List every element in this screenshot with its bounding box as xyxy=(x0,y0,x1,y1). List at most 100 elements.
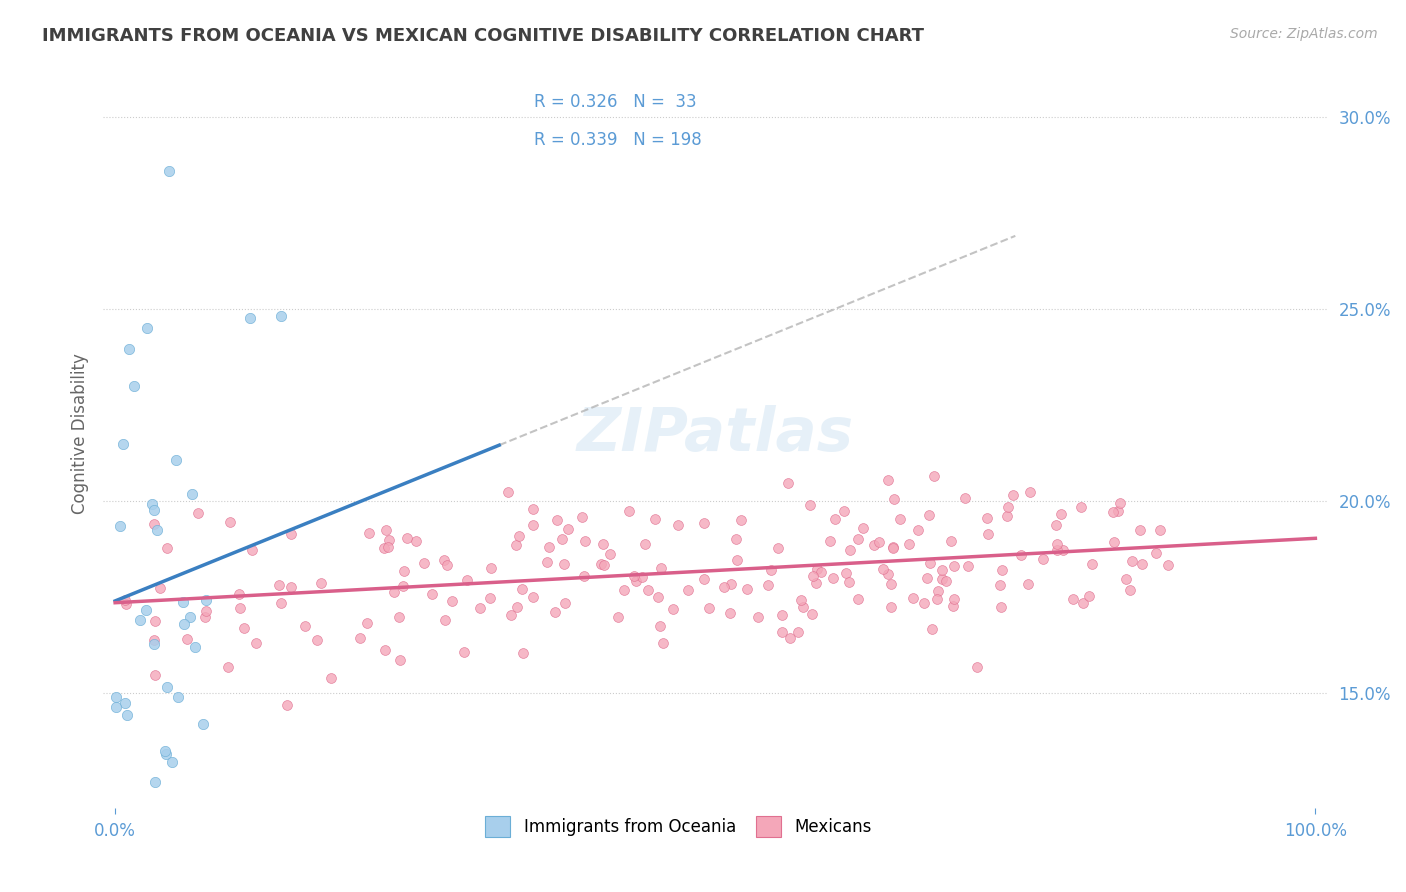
Point xyxy=(388,653,411,667)
Point xyxy=(187,506,209,520)
Point xyxy=(720,577,742,591)
Point xyxy=(1115,572,1137,586)
Point xyxy=(942,599,965,613)
Point xyxy=(779,632,801,646)
Point xyxy=(1045,537,1067,551)
Point xyxy=(976,510,998,524)
Point xyxy=(661,601,683,615)
Point xyxy=(942,559,965,574)
Point xyxy=(453,645,475,659)
Point xyxy=(145,668,167,682)
Point xyxy=(889,512,911,526)
Point xyxy=(374,643,396,657)
Point xyxy=(349,631,371,645)
Point xyxy=(166,690,188,704)
Point xyxy=(1019,485,1042,500)
Point xyxy=(229,600,252,615)
Point xyxy=(396,531,419,545)
Point xyxy=(143,516,166,531)
Point xyxy=(976,527,998,541)
Point xyxy=(557,523,579,537)
Point xyxy=(510,582,533,596)
Point xyxy=(1032,551,1054,566)
Point xyxy=(184,640,207,654)
Point xyxy=(903,591,925,606)
Point xyxy=(915,571,938,585)
Point xyxy=(1119,582,1142,597)
Point xyxy=(392,579,415,593)
Point xyxy=(319,672,342,686)
Point xyxy=(759,563,782,577)
Point xyxy=(1010,548,1032,562)
Point xyxy=(373,541,395,555)
Point xyxy=(852,521,875,535)
Point xyxy=(630,570,652,584)
Point xyxy=(1102,505,1125,519)
Point xyxy=(276,698,298,713)
Point xyxy=(935,574,957,589)
Point xyxy=(574,533,596,548)
Point xyxy=(105,700,128,714)
Point xyxy=(156,541,179,555)
Point xyxy=(907,523,929,537)
Point xyxy=(790,593,813,607)
Point xyxy=(1109,496,1132,510)
Point xyxy=(375,523,398,537)
Point xyxy=(1130,557,1153,571)
Point xyxy=(245,636,267,650)
Point xyxy=(1149,523,1171,537)
Point xyxy=(589,557,612,571)
Point xyxy=(142,503,165,517)
Point xyxy=(553,557,575,571)
Point xyxy=(194,604,217,618)
Point xyxy=(1157,558,1180,572)
Point xyxy=(770,608,793,623)
Point xyxy=(990,577,1012,591)
Point xyxy=(155,747,177,761)
Point xyxy=(294,619,316,633)
Point xyxy=(108,519,131,533)
Point xyxy=(912,596,935,610)
Point xyxy=(648,618,671,632)
Point xyxy=(810,565,832,579)
Point xyxy=(872,562,894,576)
Point xyxy=(506,600,529,615)
Point xyxy=(801,569,824,583)
Point xyxy=(157,164,180,178)
Point xyxy=(194,592,217,607)
Point xyxy=(112,436,135,450)
Point xyxy=(823,571,845,585)
Point xyxy=(173,617,195,632)
Point xyxy=(863,538,886,552)
Point xyxy=(357,525,380,540)
Point xyxy=(925,592,948,607)
Point xyxy=(804,576,827,591)
Point xyxy=(413,556,436,570)
Point xyxy=(388,610,411,624)
Point xyxy=(882,540,904,554)
Point xyxy=(897,537,920,551)
Point xyxy=(122,379,145,393)
Point xyxy=(880,600,903,615)
Point xyxy=(634,537,657,551)
Point xyxy=(921,622,943,636)
Point xyxy=(193,717,215,731)
Point xyxy=(953,491,976,505)
Point xyxy=(441,593,464,607)
Point xyxy=(546,513,568,527)
Point xyxy=(1052,543,1074,558)
Point xyxy=(880,576,903,591)
Point xyxy=(270,596,292,610)
Point xyxy=(824,512,846,526)
Point xyxy=(512,646,534,660)
Point xyxy=(931,572,953,586)
Text: IMMIGRANTS FROM OCEANIA VS MEXICAN COGNITIVE DISABILITY CORRELATION CHART: IMMIGRANTS FROM OCEANIA VS MEXICAN COGNI… xyxy=(42,27,924,45)
Point xyxy=(141,497,163,511)
Point xyxy=(617,504,640,518)
Point xyxy=(792,599,814,614)
Point xyxy=(537,540,560,554)
Legend: Immigrants from Oceania, Mexicans: Immigrants from Oceania, Mexicans xyxy=(477,808,880,845)
Point xyxy=(846,532,869,546)
Text: Source: ZipAtlas.com: Source: ZipAtlas.com xyxy=(1230,27,1378,41)
Point xyxy=(737,582,759,596)
